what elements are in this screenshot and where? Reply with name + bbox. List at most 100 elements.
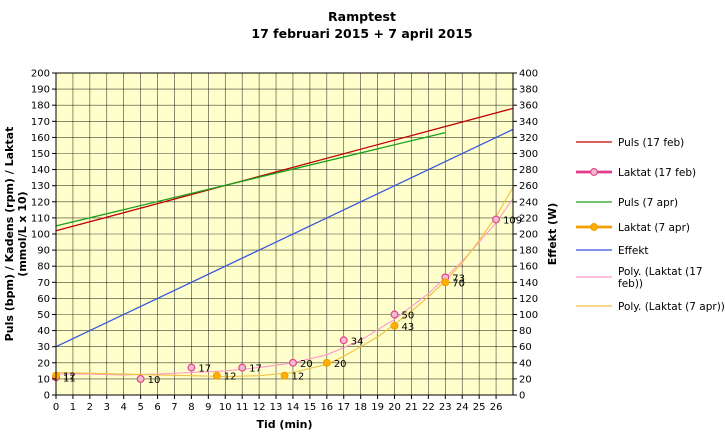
- legend-label-laktat-7-apr: Laktat (7 apr): [618, 222, 690, 234]
- data-label-laktat-17-feb: 73: [452, 273, 465, 284]
- y-tick-label: 0: [44, 391, 50, 402]
- x-tick-label: 18: [354, 402, 367, 413]
- x-tick-label: 0: [53, 402, 59, 413]
- y2-tick-label: 280: [519, 165, 538, 176]
- y-tick-label: 120: [31, 197, 50, 208]
- marker-laktat-17-feb: [492, 215, 501, 224]
- x-tick-label: 23: [439, 402, 452, 413]
- y2-tick-label: 180: [519, 246, 538, 257]
- x-tick-label: 1: [70, 402, 76, 413]
- legend-label-line: Laktat (7 apr): [618, 222, 690, 234]
- x-tick-label: 21: [405, 402, 418, 413]
- y2-tick-label: 360: [519, 101, 538, 112]
- y2-tick-label: 140: [519, 278, 538, 289]
- legend-label-puls-17-feb: Puls (17 feb): [618, 137, 684, 149]
- series-markers: [52, 215, 501, 383]
- legend-label-line: Poly. (Laktat (17: [618, 266, 703, 278]
- y-tick-label: 130: [31, 181, 50, 192]
- marker-laktat-17-feb: [289, 358, 297, 367]
- data-label-laktat-7-apr: 12: [292, 372, 305, 383]
- y2-tick-label: 240: [519, 197, 538, 208]
- axes: 0 1 2 3 4 5 6 7 8 9 10 11 12 13 14 15 16 17 18 19 20 21 22 23 24…: [31, 69, 538, 414]
- legend-label-line: Laktat (17 feb): [618, 167, 696, 179]
- y-tick-label: 20: [37, 358, 50, 369]
- y-tick-label: 170: [31, 117, 50, 128]
- line-puls-7-apr: [55, 131, 446, 227]
- series-lines: [55, 107, 514, 348]
- marker-laktat-17-feb: [187, 363, 196, 372]
- marker-laktat-17-feb: [339, 336, 348, 345]
- x-tick-label: 26: [490, 402, 503, 413]
- x-tick-label: 3: [104, 402, 110, 413]
- y-tick-label: 160: [31, 133, 50, 144]
- y2-tick-label: 60: [519, 342, 532, 353]
- x-tick-label: 22: [422, 402, 435, 413]
- line-puls-17-feb: [55, 107, 514, 232]
- y2-tick-label: 200: [519, 230, 538, 241]
- x-tick-label: 11: [236, 402, 249, 413]
- data-label-laktat-7-apr: 43: [402, 322, 415, 333]
- x-tick-label: 13: [270, 402, 283, 413]
- legend: Puls (17 feb) Laktat (17 feb) Puls (7 apr)…: [576, 137, 725, 313]
- y2-tick-label: 320: [519, 133, 538, 144]
- x-tick-label: 24: [456, 402, 469, 413]
- marker-laktat-7-apr: [322, 358, 331, 367]
- y-tick-label: 50: [37, 310, 50, 321]
- legend-label-line: feb)): [618, 278, 643, 290]
- x-tick-label: 25: [473, 402, 486, 413]
- x-tick-label: 4: [121, 402, 127, 413]
- y-tick-label: 150: [31, 149, 50, 160]
- marker-laktat-7-apr: [280, 371, 289, 380]
- y-tick-label: 60: [37, 294, 50, 305]
- marker-laktat-17-feb: [136, 374, 145, 383]
- y2-tick-label: 160: [519, 262, 538, 273]
- y-tick-label: 90: [37, 246, 50, 257]
- x-tick-label: 15: [304, 402, 317, 413]
- x-tick-label: 14: [287, 402, 300, 413]
- y-tick-label: 140: [31, 165, 50, 176]
- gridlines: [55, 72, 513, 396]
- x-tick-label: 5: [137, 402, 143, 413]
- y2-tick-label: 40: [519, 358, 532, 369]
- x-tick-label: 2: [87, 402, 93, 413]
- x-tick-label: 19: [371, 402, 384, 413]
- data-label-laktat-17-feb: 17: [198, 364, 211, 375]
- legend-label-line: Puls (17 feb): [618, 137, 684, 149]
- y-tick-label: 100: [31, 230, 50, 241]
- data-label-laktat-17-feb: 17: [249, 364, 262, 375]
- marker-laktat-17-feb: [238, 363, 247, 372]
- data-label-laktat-17-feb: 20: [300, 359, 313, 370]
- y-tick-label: 80: [37, 262, 50, 273]
- x-tick-label: 20: [388, 402, 401, 413]
- y2-tick-label: 20: [519, 374, 532, 385]
- y-axis-label-line2: (mmol/L x 10): [16, 191, 29, 276]
- y2-tick-label: 380: [519, 85, 538, 96]
- y-tick-label: 40: [37, 326, 50, 337]
- x-tick-label: 7: [171, 402, 177, 413]
- chart-subtitle: 17 februari 2015 + 7 april 2015: [251, 26, 472, 41]
- y-tick-label: 190: [31, 85, 50, 96]
- legend-marker-laktat-17-feb: [590, 168, 598, 176]
- y2-tick-label: 260: [519, 181, 538, 192]
- marker-laktat-7-apr: [212, 371, 221, 380]
- y2-tick-label: 220: [519, 213, 538, 224]
- legend-label-poly-laktat-7-apr: Poly. (Laktat (7 apr)): [618, 301, 725, 313]
- y2-axis-label: Effekt (W): [546, 203, 559, 265]
- legend-label-line: Poly. (Laktat (7 apr)): [618, 301, 725, 313]
- marker-laktat-7-apr: [441, 278, 450, 287]
- data-label-laktat-17-feb: 10: [148, 375, 161, 386]
- y2-tick-label: 300: [519, 149, 538, 160]
- y2-tick-label: 0: [519, 391, 525, 402]
- y2-tick-label: 80: [519, 326, 532, 337]
- marker-laktat-17-feb: [390, 310, 399, 319]
- x-tick-label: 16: [320, 402, 333, 413]
- y-tick-label: 30: [37, 342, 50, 353]
- data-label-laktat-7-apr: 70: [452, 278, 465, 289]
- data-label-laktat-17-feb: 11: [63, 373, 76, 384]
- y-tick-label: 200: [31, 69, 50, 80]
- trendline-poly-laktat-7-apr: [55, 187, 514, 378]
- marker-laktat-7-apr: [390, 321, 399, 330]
- x-axis-label: Tid (min): [256, 418, 312, 431]
- legend-marker-laktat-7-apr: [590, 223, 598, 231]
